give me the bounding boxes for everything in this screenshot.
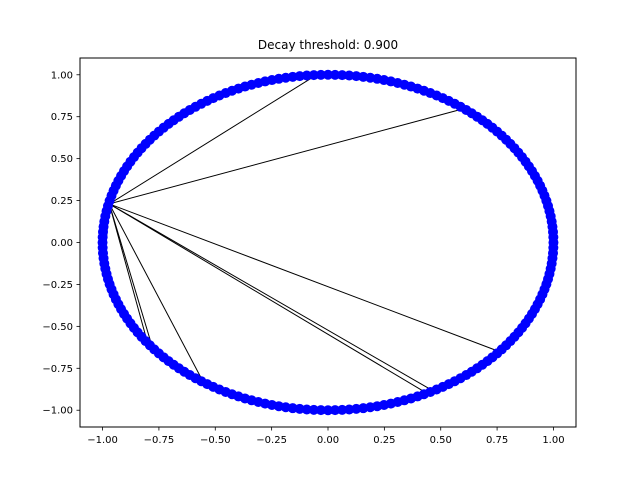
- x-tick-label: −0.25: [256, 435, 287, 446]
- edge-line: [109, 203, 428, 394]
- x-tick-label: 0.00: [317, 435, 339, 446]
- y-tick-label: −0.50: [42, 322, 73, 333]
- x-axis: −1.00 −0.75 −0.50 −0.25 0.00 0.25 0.50 0.75 1.00: [87, 427, 565, 446]
- node-point: [337, 70, 348, 81]
- edge-line: [109, 203, 432, 391]
- node-point: [548, 242, 559, 253]
- y-tick-label: −0.25: [42, 280, 73, 291]
- node-point: [315, 405, 326, 416]
- y-tick-label: −1.00: [42, 406, 73, 417]
- edge-line: [109, 109, 459, 205]
- x-tick-label: 1.00: [542, 435, 564, 446]
- y-tick-label: 1.00: [51, 70, 73, 81]
- node-point: [308, 404, 319, 415]
- node-point: [344, 70, 355, 81]
- y-tick-label: 0.00: [51, 238, 73, 249]
- y-axis: −1.00 −0.75 −0.50 −0.25 0.00 0.25 0.50 0.75 1.00: [42, 70, 80, 417]
- y-tick-label: 0.25: [51, 196, 73, 207]
- edge-line: [108, 203, 149, 344]
- x-tick-label: 0.75: [486, 435, 508, 446]
- node-point: [301, 404, 312, 415]
- x-tick-label: −1.00: [87, 435, 118, 446]
- node-points: [97, 69, 559, 416]
- x-tick-label: 0.25: [373, 435, 395, 446]
- node-point: [308, 70, 319, 81]
- node-point: [323, 69, 333, 80]
- node-point: [315, 69, 326, 80]
- x-tick-label: 0.50: [430, 435, 452, 446]
- node-point: [323, 405, 333, 416]
- edge-line: [108, 203, 205, 384]
- chart-title: Decay threshold: 0.900: [258, 38, 398, 52]
- edge-line: [109, 74, 317, 205]
- edge-line: [109, 203, 496, 351]
- y-tick-label: 0.75: [51, 112, 73, 123]
- edge-line: [108, 203, 153, 347]
- y-tick-label: 0.50: [51, 154, 73, 165]
- node-point: [330, 69, 341, 80]
- node-point: [330, 405, 341, 416]
- x-tick-label: −0.75: [144, 435, 175, 446]
- x-tick-label: −0.50: [200, 435, 231, 446]
- y-tick-label: −0.75: [42, 364, 73, 375]
- node-point: [337, 404, 348, 415]
